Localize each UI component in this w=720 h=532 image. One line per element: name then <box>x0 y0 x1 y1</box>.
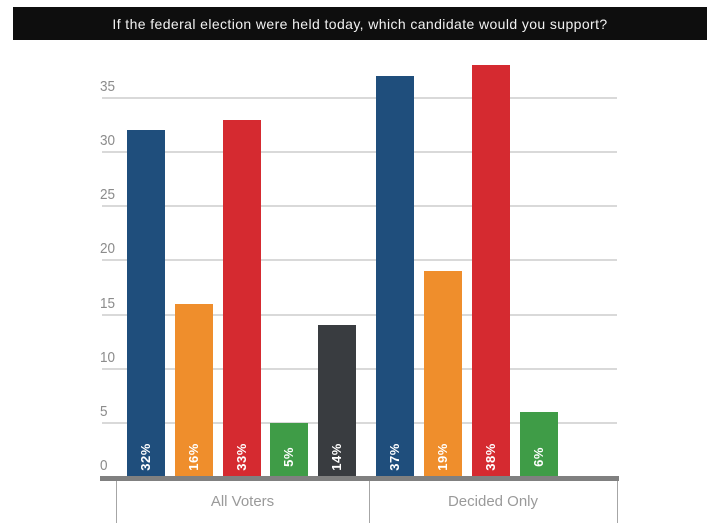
bar-value-label: 37% <box>387 443 402 471</box>
gridline <box>102 368 617 370</box>
question-title: If the federal election were held today,… <box>112 15 608 32</box>
y-axis-tick-label: 20 <box>100 240 116 257</box>
green-bar: 5% <box>270 423 308 477</box>
bar-value-label: 32% <box>138 443 153 471</box>
blue-bar: 32% <box>127 130 165 477</box>
bar-value-label: 16% <box>186 443 201 471</box>
y-axis-tick-label: 10 <box>100 349 116 366</box>
blue-bar: 37% <box>376 76 414 477</box>
y-axis-tick-label: 25 <box>100 186 116 203</box>
red-bar: 33% <box>223 120 261 477</box>
orange-bar: 19% <box>424 271 462 477</box>
orange-bar: 16% <box>175 304 213 477</box>
bar-value-label: 14% <box>329 443 344 471</box>
y-axis-tick-label: 0 <box>100 457 108 474</box>
axis-tick <box>116 481 117 523</box>
axis-tick <box>369 481 370 523</box>
x-axis-line <box>100 476 619 481</box>
category-label: Decided Only <box>447 493 539 510</box>
bar-value-label: 33% <box>234 443 249 471</box>
gridline <box>102 422 617 424</box>
y-axis-tick-label: 15 <box>100 295 116 312</box>
gridline <box>102 151 617 153</box>
bar-value-label: 5% <box>281 447 296 467</box>
dark-gray-bar: 14% <box>318 325 356 477</box>
question-banner: If the federal election were held today,… <box>13 7 707 40</box>
red-bar: 38% <box>472 65 510 477</box>
green-bar: 6% <box>520 412 558 477</box>
gridline <box>102 314 617 316</box>
gridline <box>102 205 617 207</box>
y-axis-tick-label: 30 <box>100 132 116 149</box>
bar-value-label: 19% <box>435 443 450 471</box>
bar-value-label: 6% <box>531 447 546 467</box>
bar-value-label: 38% <box>483 443 498 471</box>
gridline <box>102 259 617 261</box>
category-label: All Voters <box>210 493 275 510</box>
y-axis-tick-label: 5 <box>100 403 108 420</box>
gridline <box>102 97 617 99</box>
y-axis-tick-label: 35 <box>100 78 116 95</box>
axis-tick <box>617 481 618 523</box>
